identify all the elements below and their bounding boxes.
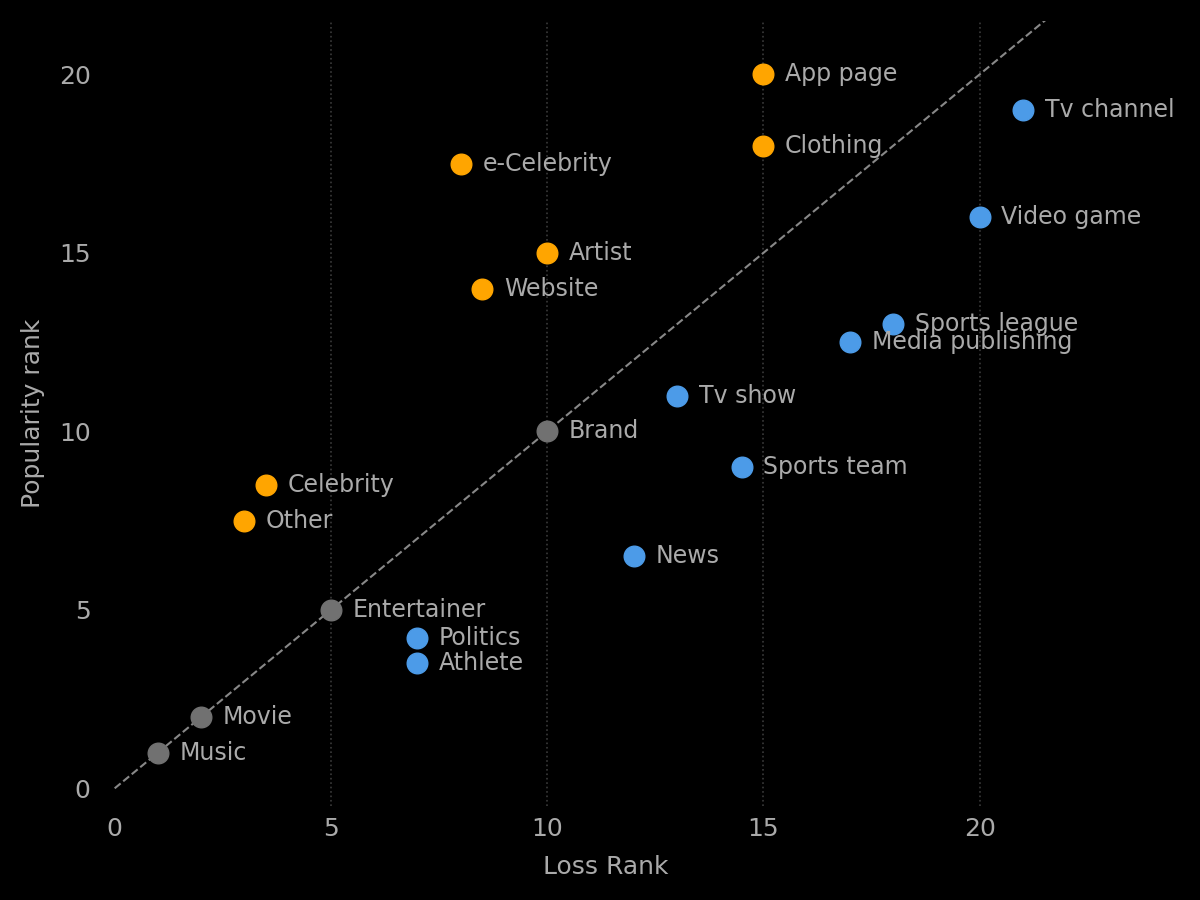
Text: Athlete: Athlete — [439, 652, 524, 675]
Point — [538, 246, 557, 260]
Text: Movie: Movie — [223, 705, 293, 729]
Point — [883, 317, 902, 331]
Text: Tv show: Tv show — [698, 383, 796, 408]
Point — [624, 549, 643, 563]
Point — [667, 389, 686, 403]
Text: Sports league: Sports league — [914, 312, 1078, 337]
Point — [257, 478, 276, 492]
Point — [754, 68, 773, 82]
Point — [538, 424, 557, 438]
Text: Celebrity: Celebrity — [288, 472, 395, 497]
Point — [322, 603, 341, 617]
Point — [754, 139, 773, 153]
X-axis label: Loss Rank: Loss Rank — [542, 855, 668, 879]
Text: Sports team: Sports team — [763, 455, 908, 479]
Text: Brand: Brand — [569, 419, 640, 444]
Text: Artist: Artist — [569, 241, 632, 265]
Y-axis label: Popularity rank: Popularity rank — [20, 319, 44, 508]
Text: News: News — [655, 544, 719, 568]
Text: Tv channel: Tv channel — [1044, 98, 1174, 122]
Point — [840, 335, 859, 349]
Text: Other: Other — [266, 508, 334, 533]
Point — [235, 513, 254, 527]
Point — [149, 745, 168, 760]
Point — [451, 157, 470, 171]
Text: Entertainer: Entertainer — [353, 598, 486, 622]
Text: Media publishing: Media publishing — [871, 330, 1072, 354]
Point — [408, 631, 427, 645]
Point — [192, 710, 211, 724]
Text: Video game: Video game — [1001, 205, 1141, 230]
Point — [408, 656, 427, 670]
Text: Politics: Politics — [439, 626, 522, 651]
Point — [732, 460, 751, 474]
Point — [1013, 103, 1032, 117]
Text: Website: Website — [504, 276, 599, 301]
Text: Clothing: Clothing — [785, 134, 883, 158]
Point — [970, 210, 989, 224]
Point — [473, 282, 492, 296]
Text: App page: App page — [785, 62, 898, 86]
Text: Music: Music — [180, 741, 247, 765]
Text: e-Celebrity: e-Celebrity — [482, 151, 612, 176]
